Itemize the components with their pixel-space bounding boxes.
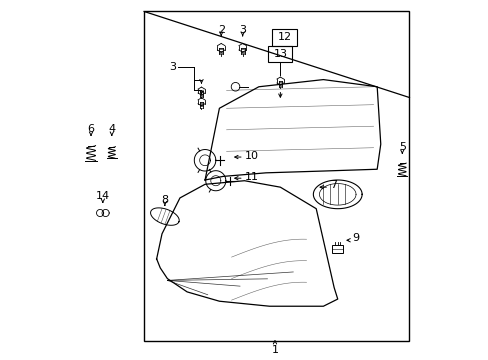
Text: 8: 8 — [161, 195, 168, 205]
Text: 4: 4 — [108, 124, 115, 134]
Text: 9: 9 — [351, 233, 359, 243]
Text: 6: 6 — [87, 124, 94, 134]
Text: 3: 3 — [239, 25, 245, 35]
Text: 2: 2 — [217, 25, 224, 35]
Bar — [272, 30, 296, 45]
Text: 5: 5 — [398, 142, 405, 152]
Text: 12: 12 — [277, 32, 291, 42]
Text: 11: 11 — [244, 172, 258, 182]
Bar — [267, 46, 292, 62]
Text: 7: 7 — [329, 180, 336, 190]
Text: 10: 10 — [244, 150, 258, 161]
Text: 13: 13 — [273, 49, 287, 59]
Text: 1: 1 — [271, 345, 278, 355]
Text: 3: 3 — [169, 62, 176, 72]
Text: 14: 14 — [96, 191, 110, 201]
Bar — [331, 245, 343, 253]
Bar — [144, 12, 408, 341]
